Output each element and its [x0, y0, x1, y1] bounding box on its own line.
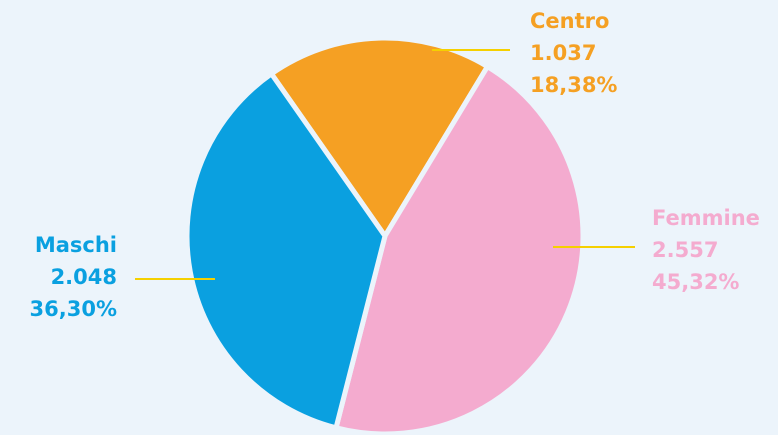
- slice-label: Femmine: [652, 206, 760, 230]
- value-label: 2.557: [652, 238, 718, 262]
- percent-label: 18,38%: [530, 73, 617, 97]
- value-label: 2.048: [51, 265, 117, 289]
- slice-label: Maschi: [35, 233, 117, 257]
- pie-slice: [184, 71, 388, 431]
- percent-label: 45,32%: [652, 270, 739, 294]
- pie-slice: [333, 64, 586, 435]
- percent-label: 36,30%: [30, 297, 117, 321]
- pie-slice: [268, 35, 490, 239]
- value-label: 1.037: [530, 41, 596, 65]
- slice-label: Centro: [530, 9, 609, 33]
- pie: [184, 35, 586, 435]
